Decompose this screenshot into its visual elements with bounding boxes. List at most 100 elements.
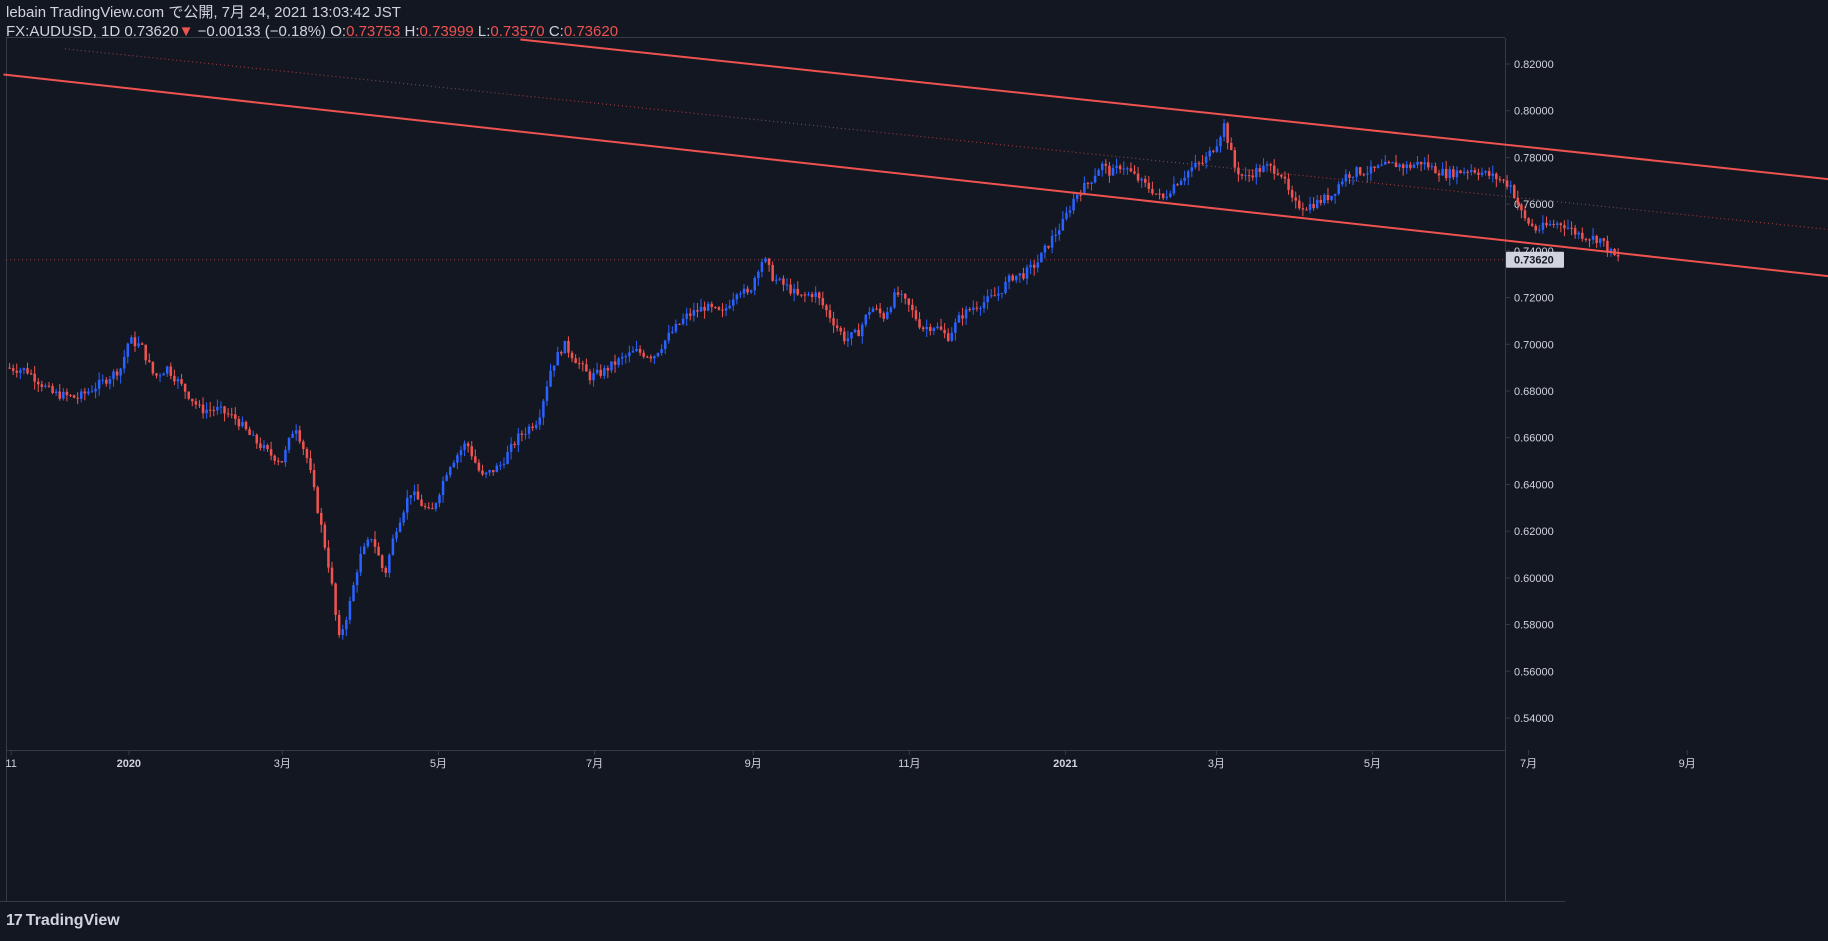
candle-body: [1333, 193, 1337, 196]
candle-body: [1226, 123, 1229, 143]
candle-body: [1444, 168, 1448, 179]
candle-body: [778, 278, 782, 280]
candle-body: [1577, 232, 1580, 235]
candle-body: [1427, 162, 1430, 168]
candle-body: [1344, 174, 1348, 182]
channel-upper-line[interactable]: [520, 38, 1828, 210]
candle-body: [1376, 165, 1380, 168]
candle-body: [241, 421, 244, 427]
y-tick-label: 0.76000: [1514, 199, 1554, 211]
candle-body: [753, 277, 757, 291]
candle-body: [1351, 176, 1355, 178]
channel-lower-line[interactable]: [3, 73, 1828, 309]
candle-body: [466, 443, 470, 447]
candle-body: [739, 293, 742, 295]
candle-body: [764, 258, 767, 263]
candle-body: [1305, 209, 1308, 211]
candle-body: [244, 421, 248, 430]
open-label: O:: [330, 23, 347, 40]
candle-body: [1509, 185, 1512, 187]
candle-body: [420, 499, 423, 507]
candle-body: [22, 368, 26, 371]
candle-body: [767, 258, 771, 266]
candle-body: [1423, 162, 1426, 165]
candle-body: [1032, 264, 1036, 268]
candle-body: [101, 379, 104, 381]
candle-body: [1075, 194, 1079, 199]
candle-body: [520, 433, 524, 435]
candle-body: [1158, 193, 1161, 195]
tradingview-brand: TradingView: [25, 912, 120, 929]
candle-body: [703, 306, 706, 311]
candle-body: [58, 391, 61, 399]
y-tick-label: 0.54000: [1514, 713, 1554, 725]
candle-body: [545, 386, 549, 401]
candle-body: [613, 361, 617, 365]
candle-body: [1409, 164, 1412, 168]
candle-body: [1018, 273, 1022, 276]
candle-body: [47, 385, 51, 387]
candle-body: [1176, 184, 1179, 186]
candle-body: [1190, 167, 1194, 172]
candle-body: [269, 449, 273, 456]
candle-body: [517, 433, 520, 446]
candle-body: [499, 464, 502, 466]
candle-body: [1222, 123, 1226, 138]
candle-body: [921, 327, 925, 330]
candle-body: [592, 373, 595, 381]
candle-body: [1487, 171, 1491, 176]
candle-body: [617, 358, 620, 365]
candle-body: [191, 398, 194, 402]
candle-body: [291, 433, 294, 438]
candle-body: [1090, 182, 1093, 184]
candle-body: [1555, 223, 1559, 225]
candle-body: [714, 307, 717, 309]
candle-body: [305, 449, 309, 459]
candle-body: [226, 413, 230, 415]
candle-body: [416, 491, 420, 500]
candle-body: [434, 503, 438, 509]
candle-body: [1251, 175, 1254, 178]
candle-body: [954, 322, 957, 333]
candle-body: [1079, 194, 1083, 196]
candle-body: [886, 311, 889, 319]
candle-body: [635, 348, 638, 352]
candle-body: [151, 361, 155, 374]
candle-body: [656, 352, 660, 357]
candle-body: [989, 295, 993, 297]
candle-body: [1430, 166, 1434, 168]
candle-body: [993, 295, 997, 297]
candle-body: [173, 375, 176, 382]
candle-body: [585, 364, 588, 372]
candle-body: [1272, 165, 1276, 174]
candle-body: [771, 265, 774, 281]
candle-body: [896, 292, 900, 295]
candle-body: [1043, 245, 1047, 253]
last-price-badge: [1506, 251, 1564, 268]
candle-body: [1280, 174, 1283, 177]
candle-body: [817, 292, 821, 299]
candle-body: [1545, 222, 1548, 226]
candle-body: [1616, 255, 1620, 257]
candle-body: [266, 445, 269, 450]
candle-body: [1473, 170, 1477, 173]
candle-body: [757, 271, 760, 278]
candle-body: [595, 369, 599, 374]
candle-body: [1219, 137, 1222, 147]
candle-body: [176, 379, 180, 382]
candle-body: [785, 284, 789, 286]
candle-body: [144, 344, 147, 361]
candle-body: [581, 363, 585, 365]
candle-body: [105, 379, 108, 384]
candle-body: [1169, 193, 1172, 197]
candle-body: [624, 356, 628, 358]
candle-body: [334, 583, 337, 615]
candle-body: [19, 370, 22, 373]
candle-body: [513, 443, 516, 446]
candle-body: [1591, 235, 1595, 240]
candle-body: [155, 373, 158, 376]
candle-body: [1262, 165, 1265, 172]
candle-body: [1573, 228, 1577, 235]
candle-body: [749, 290, 753, 293]
